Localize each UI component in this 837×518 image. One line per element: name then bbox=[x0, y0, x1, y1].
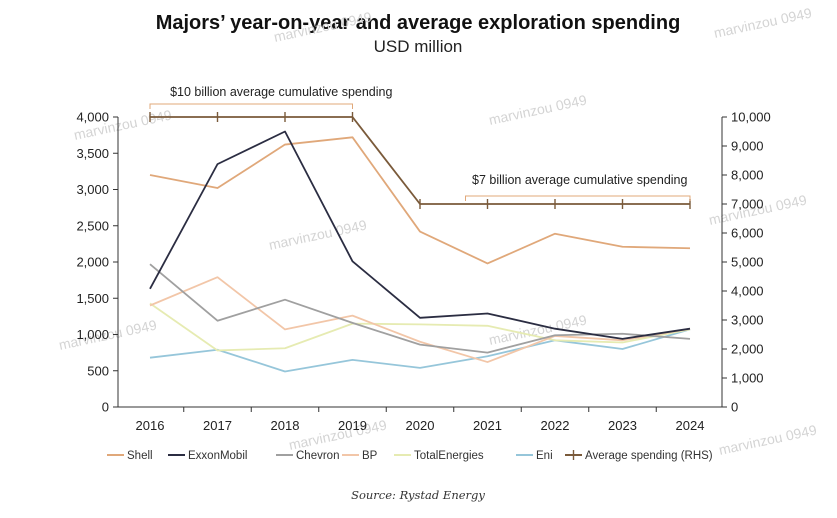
x-tick-label: 2023 bbox=[608, 418, 637, 433]
annotation-bracket-10b bbox=[149, 103, 353, 109]
y2-tick-label: 10,000 bbox=[731, 110, 771, 125]
legend-label: ExxonMobil bbox=[188, 450, 247, 462]
legend-label: Chevron bbox=[296, 450, 339, 462]
y2-tick-label: 0 bbox=[731, 400, 738, 415]
series-line-totalenergies bbox=[149, 302, 691, 352]
legend-label: BP bbox=[362, 450, 378, 462]
y2-tick-label: 6,000 bbox=[731, 226, 764, 241]
y-tick-label: 4,000 bbox=[76, 110, 109, 125]
y2-tick-label: 4,000 bbox=[731, 284, 764, 299]
x-tick-label: 2020 bbox=[406, 418, 435, 433]
y-tick-label: 2,500 bbox=[76, 218, 109, 233]
x-tick-label: 2018 bbox=[271, 418, 300, 433]
x-tick-label: 2017 bbox=[203, 418, 232, 433]
axes-layer: 0 500 1,000 1,500 2,000 2,500 3,000 3,500 4,000 0… bbox=[76, 110, 770, 434]
series-line-shell bbox=[149, 136, 691, 265]
y-tick-label: 3,000 bbox=[76, 182, 109, 197]
annotation-bracket-7b bbox=[465, 195, 691, 201]
watermark-text: marvinzou 0949 bbox=[267, 217, 368, 253]
annotation-10b: $10 billion average cumulative spending bbox=[170, 85, 392, 99]
y-tick-label: 500 bbox=[87, 363, 109, 378]
y2-tick-label: 1,000 bbox=[731, 371, 764, 386]
series-line-bp bbox=[149, 276, 691, 363]
series-line-chevron bbox=[149, 263, 691, 354]
x-tick-label: 2019 bbox=[338, 418, 367, 433]
legend-label: Eni bbox=[536, 450, 553, 462]
x-tick-label: 2016 bbox=[136, 418, 165, 433]
y-tick-label: 1,500 bbox=[76, 291, 109, 306]
series-line-exxonmobil bbox=[149, 130, 691, 340]
watermark-text: marvinzou 0949 bbox=[717, 422, 818, 458]
y2-tick-label: 9,000 bbox=[731, 139, 764, 154]
y2-tick-label: 7,000 bbox=[731, 197, 764, 212]
legend-label: Average spending (RHS) bbox=[585, 450, 713, 462]
y-tick-label: 0 bbox=[102, 400, 109, 415]
chart-subtitle: USD million bbox=[374, 37, 463, 56]
legend-label: TotalEnergies bbox=[414, 450, 484, 462]
x-tick-label: 2021 bbox=[473, 418, 502, 433]
series-layer bbox=[149, 112, 691, 373]
watermark-text: marvinzou 0949 bbox=[712, 5, 813, 41]
y2-tick-label: 2,000 bbox=[731, 342, 764, 357]
y2-tick-label: 3,000 bbox=[731, 313, 764, 328]
y-tick-label: 3,500 bbox=[76, 146, 109, 161]
series-line-eni bbox=[149, 328, 691, 373]
y-tick-label: 1,000 bbox=[76, 327, 109, 342]
y2-tick-label: 5,000 bbox=[731, 255, 764, 270]
chart-title: Majors’ year-on-year and average explora… bbox=[156, 12, 681, 34]
annotation-layer: $10 billion average cumulative spending $… bbox=[149, 85, 691, 201]
annotation-7b: $7 billion average cumulative spending bbox=[472, 173, 687, 187]
x-tick-label: 2024 bbox=[676, 418, 705, 433]
legend-label: Shell bbox=[127, 450, 153, 462]
y-tick-label: 2,000 bbox=[76, 255, 109, 270]
series-line-average-spending bbox=[150, 116, 690, 205]
source-note: Source: Rystad Energy bbox=[351, 488, 485, 502]
legend: Shell ExxonMobil Chevron BP TotalEnergies Eni… bbox=[107, 450, 713, 462]
x-tick-label: 2022 bbox=[541, 418, 570, 433]
watermark-layer: marvinzou 0949 marvinzou 0949 marvinzou 09… bbox=[57, 5, 818, 458]
watermark-text: marvinzou 0949 bbox=[487, 92, 588, 128]
y2-tick-label: 8,000 bbox=[731, 168, 764, 183]
